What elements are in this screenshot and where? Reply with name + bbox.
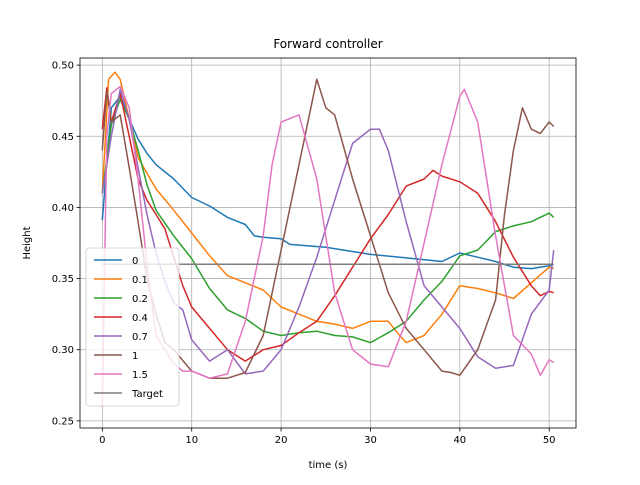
y-tick-label: 0.35 xyxy=(52,274,74,285)
x-tick-label: 50 xyxy=(543,435,556,446)
grid xyxy=(80,58,576,428)
y-tick-label: 0.40 xyxy=(52,203,74,214)
legend: 0 0.1 0.2 0.4 0.7 1 1.5 Target xyxy=(85,247,180,407)
series-line-4 xyxy=(101,88,555,375)
chart-title: Forward controller xyxy=(273,37,382,51)
plot-frame xyxy=(79,57,577,429)
legend-label: 0 xyxy=(132,256,138,267)
ticks: 0 10 20 30 40 500.250.300.350.400.450.50 xyxy=(52,61,556,446)
legend-label: 1 xyxy=(132,351,138,362)
legend-label: 0.7 xyxy=(132,332,148,343)
x-axis-label: time (s) xyxy=(309,460,348,471)
y-tick-label: 0.50 xyxy=(52,61,74,72)
series-line-3 xyxy=(101,87,554,362)
y-axis-label: Height xyxy=(22,226,33,259)
x-tick-label: 40 xyxy=(453,435,466,446)
x-tick-label: 0 xyxy=(99,435,105,446)
legend-label: 0.4 xyxy=(132,313,148,324)
x-tick-label: 30 xyxy=(364,435,377,446)
x-tick-label: 10 xyxy=(185,435,198,446)
legend-label: 0.1 xyxy=(132,275,148,286)
y-tick-label: 0.30 xyxy=(52,345,74,356)
y-tick-label: 0.25 xyxy=(52,416,74,427)
legend-label: 1.5 xyxy=(132,370,148,381)
y-tick-label: 0.45 xyxy=(52,132,74,143)
series-line-2 xyxy=(101,98,555,344)
legend-box xyxy=(85,247,180,407)
legend-label: 0.2 xyxy=(132,294,148,305)
legend-label: Target xyxy=(131,389,163,400)
x-tick-label: 20 xyxy=(275,435,288,446)
